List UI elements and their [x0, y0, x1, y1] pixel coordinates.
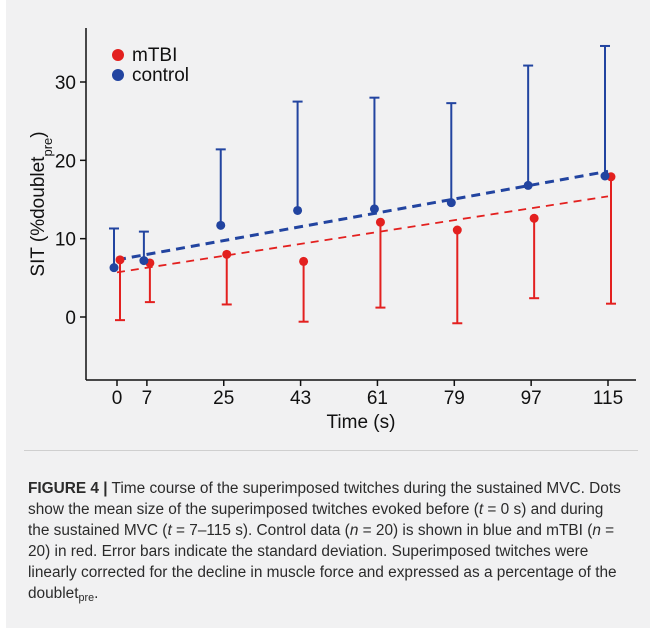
control-trend-line [116, 169, 609, 262]
control-point [216, 220, 226, 230]
x-tick-label: 25 [213, 388, 234, 409]
x-tick-label: 115 [593, 388, 623, 409]
x-tick-label: 43 [290, 388, 311, 409]
y-tick-label: 20 [55, 151, 76, 172]
figure-caption: FIGURE 4 | Time course of the superimpos… [24, 450, 638, 606]
control-point [600, 171, 610, 181]
control-point [139, 256, 149, 266]
data-points [109, 171, 616, 273]
x-axis-label: Time (s) [327, 412, 396, 433]
x-tick-label: 97 [521, 388, 542, 409]
control-legend-label: control [132, 65, 189, 86]
mtbi-legend-marker [112, 49, 124, 61]
x-tick-label: 79 [444, 388, 465, 409]
control-legend-marker [112, 69, 124, 81]
mtbi-legend-label: mTBI [132, 45, 177, 66]
y-tick-label: 0 [65, 308, 76, 329]
mtbi-point [299, 256, 309, 266]
error-bars [109, 44, 616, 325]
control-point [369, 204, 379, 214]
y-tick-label: 10 [55, 230, 76, 251]
mtbi-point [529, 213, 539, 223]
x-tick-label: 7 [142, 388, 153, 409]
axes [85, 28, 636, 381]
control-point [293, 205, 303, 215]
caption-divider [24, 450, 638, 451]
control-point [523, 180, 533, 190]
x-tick-label: 0 [112, 388, 123, 409]
control-point [446, 198, 456, 208]
mtbi-point [222, 249, 232, 259]
y-tick-label: 30 [55, 73, 76, 94]
figure-panel [6, 0, 650, 628]
control-point [109, 263, 119, 273]
trend-lines [116, 169, 609, 274]
mtbi-point [115, 255, 125, 265]
y-axis-label: SIT (%doubletpre) [28, 131, 55, 276]
figure-label: FIGURE 4 | [28, 480, 108, 497]
mtbi-point [452, 225, 462, 235]
mtbi-point [375, 217, 385, 227]
x-tick-label: 61 [367, 388, 388, 409]
